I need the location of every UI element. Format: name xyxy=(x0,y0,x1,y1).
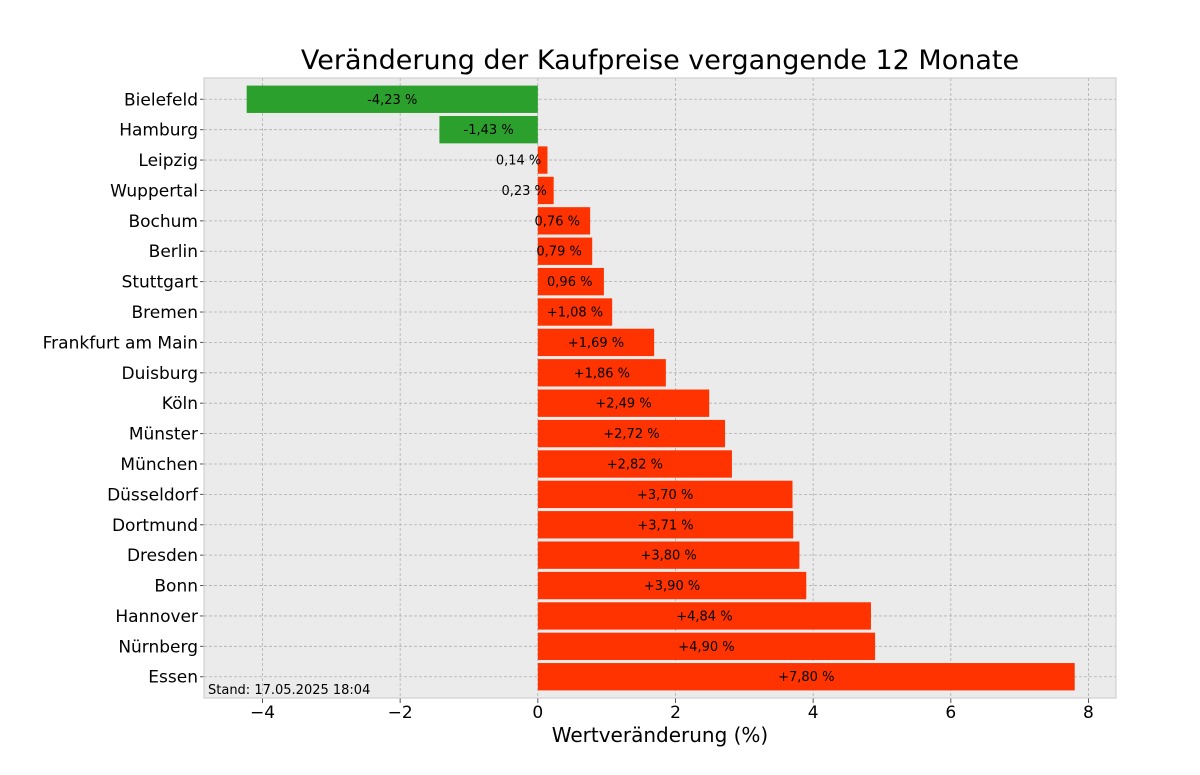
value-label: +2,72 % xyxy=(603,427,659,442)
category-label: Frankfurt am Main xyxy=(43,333,198,353)
bar-hamburg xyxy=(439,115,538,144)
category-label: Duisburg xyxy=(122,364,199,384)
value-label: +3,90 % xyxy=(644,579,700,594)
bar-stuttgart xyxy=(537,267,604,296)
chart-title: Veränderung der Kaufpreise vergangende 1… xyxy=(301,45,1019,76)
category-label: Bochum xyxy=(128,212,198,232)
x-tick-label: 8 xyxy=(1083,703,1094,723)
bar-dresden xyxy=(537,541,800,569)
value-label: 0,14 % xyxy=(496,154,541,169)
bar-wuppertal xyxy=(537,176,554,205)
timestamp-footnote: Stand: 17.05.2025 18:04 xyxy=(208,683,370,698)
category-label: Köln xyxy=(162,394,198,414)
grid-lines xyxy=(204,78,1116,698)
value-label: +1,69 % xyxy=(568,336,624,351)
bar-essen xyxy=(537,663,1075,691)
category-label: Bremen xyxy=(131,303,198,323)
bar-leipzig xyxy=(537,146,548,174)
value-label: +3,71 % xyxy=(637,518,693,533)
category-label: Bielefeld xyxy=(124,90,198,110)
category-label: Essen xyxy=(148,668,198,688)
category-label: Bonn xyxy=(154,577,198,597)
bar-düsseldorf xyxy=(537,480,793,509)
category-label: München xyxy=(120,455,198,475)
value-label: +1,08 % xyxy=(547,306,603,321)
bar-nürnberg xyxy=(537,632,876,661)
value-labels: -4,23 % -1,43 % 0,14 % 0,23 % 0,76 % 0,79 % 0,… xyxy=(367,93,834,685)
bar-bonn xyxy=(537,571,807,600)
category-label: Stuttgart xyxy=(122,273,199,293)
x-axis-label: Wertveränderung (%) xyxy=(552,723,769,747)
value-label: 0,23 % xyxy=(501,184,546,199)
value-label: -1,43 % xyxy=(464,123,514,138)
value-label: +1,86 % xyxy=(574,366,630,381)
value-label: 0,76 % xyxy=(535,214,580,229)
x-tick-label: 2 xyxy=(670,703,681,723)
category-label: Leipzig xyxy=(138,151,198,171)
bar-bremen xyxy=(537,298,613,326)
value-label: +4,90 % xyxy=(678,640,734,655)
category-labels: Bielefeld Hamburg Leipzig Wuppertal Bochum Be… xyxy=(43,90,204,688)
x-tick-label: −2 xyxy=(388,703,413,723)
category-label: Berlin xyxy=(149,242,198,262)
value-label: 0,79 % xyxy=(536,245,581,260)
category-label: Hannover xyxy=(115,607,198,627)
x-tick-labels: −4 −2 0 2 4 6 8 xyxy=(250,698,1094,723)
bars xyxy=(246,85,1075,691)
value-label: +7,80 % xyxy=(778,670,834,685)
category-label: Düsseldorf xyxy=(107,485,199,505)
x-tick-label: −4 xyxy=(250,703,275,723)
bar-frankfurt-am-main xyxy=(537,328,655,357)
category-label: Nürnberg xyxy=(118,637,198,657)
bar-münchen xyxy=(537,450,732,478)
value-label: +4,84 % xyxy=(676,609,732,624)
category-label: Dortmund xyxy=(112,516,198,536)
value-label: -4,23 % xyxy=(367,93,417,108)
value-label: +2,82 % xyxy=(607,457,663,472)
bar-bochum xyxy=(537,207,591,235)
bar-hannover xyxy=(537,602,871,630)
bar-duisburg xyxy=(537,359,666,387)
value-label: 0,96 % xyxy=(547,275,592,290)
plot-frame xyxy=(203,77,1117,699)
value-label: +3,80 % xyxy=(640,549,696,564)
category-label: Wuppertal xyxy=(110,181,198,201)
value-label: +2,49 % xyxy=(595,397,651,412)
x-tick-label: 4 xyxy=(808,703,819,723)
x-tick-label: 6 xyxy=(945,703,956,723)
bar-köln xyxy=(537,389,710,417)
category-label: Dresden xyxy=(127,546,198,566)
bar-bielefeld xyxy=(246,85,538,113)
bar-berlin xyxy=(537,237,593,265)
bar-münster xyxy=(537,419,726,448)
x-tick-label: 0 xyxy=(532,703,543,723)
category-label: Münster xyxy=(129,425,198,445)
category-label: Hamburg xyxy=(119,121,198,141)
value-label: +3,70 % xyxy=(637,488,693,503)
bar-dortmund xyxy=(537,511,794,539)
